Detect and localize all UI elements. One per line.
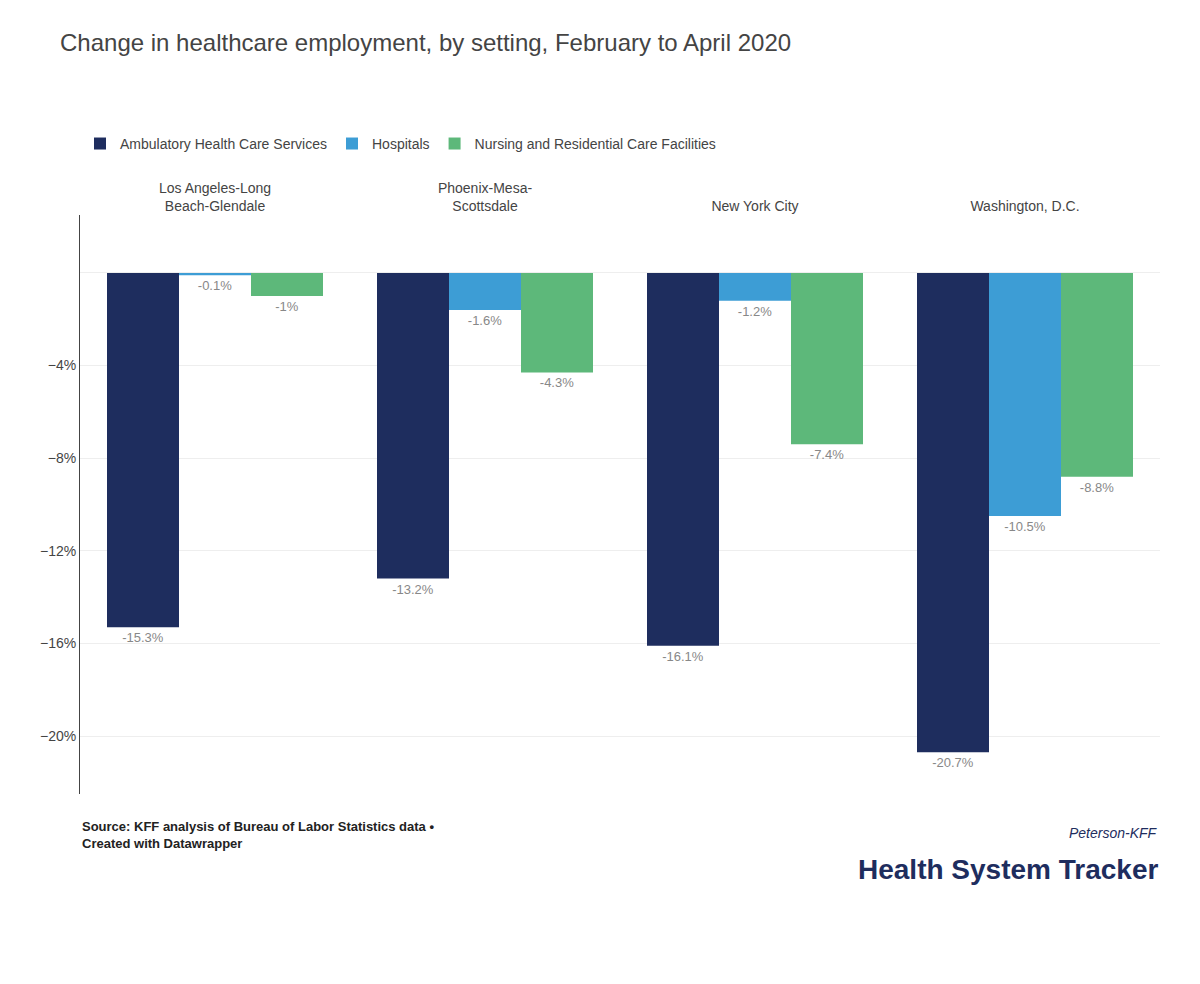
svg-text:−12%: −12% [40, 543, 76, 559]
svg-text:-0.1%: -0.1% [198, 278, 232, 293]
svg-text:−4%: −4% [48, 357, 76, 373]
svg-text:−20%: −20% [40, 728, 76, 744]
svg-text:−16%: −16% [40, 635, 76, 651]
svg-text:-4.3%: -4.3% [540, 375, 574, 390]
svg-text:Peterson-KFF: Peterson-KFF [1069, 825, 1158, 841]
svg-text:Nursing and Residential Care F: Nursing and Residential Care Facilities [475, 136, 716, 152]
svg-text:-8.8%: -8.8% [1080, 480, 1114, 495]
svg-text:-15.3%: -15.3% [122, 630, 164, 645]
svg-text:-1.6%: -1.6% [468, 313, 502, 328]
svg-text:Change in healthcare employmen: Change in healthcare employment, by sett… [60, 29, 791, 56]
svg-text:New York City: New York City [711, 198, 798, 214]
svg-text:Washington, D.C.: Washington, D.C. [970, 198, 1079, 214]
svg-text:-7.4%: -7.4% [810, 447, 844, 462]
svg-text:-1%: -1% [275, 299, 299, 314]
svg-text:-20.7%: -20.7% [932, 755, 974, 770]
svg-text:-16.1%: -16.1% [662, 649, 704, 664]
svg-text:−8%: −8% [48, 450, 76, 466]
svg-text:Source: KFF analysis of Bureau: Source: KFF analysis of Bureau of Labor … [82, 819, 434, 851]
svg-text:Phoenix-Mesa-Scottsdale: Phoenix-Mesa-Scottsdale [438, 180, 532, 214]
svg-text:Health System Tracker: Health System Tracker [858, 854, 1158, 885]
svg-text:-13.2%: -13.2% [392, 582, 434, 597]
svg-text:-10.5%: -10.5% [1004, 519, 1046, 534]
svg-text:Los Angeles-LongBeach-Glendale: Los Angeles-LongBeach-Glendale [159, 180, 271, 214]
svg-text:Ambulatory Health Care Service: Ambulatory Health Care Services [120, 136, 327, 152]
svg-text:-1.2%: -1.2% [738, 304, 772, 319]
svg-text:Hospitals: Hospitals [372, 136, 430, 152]
